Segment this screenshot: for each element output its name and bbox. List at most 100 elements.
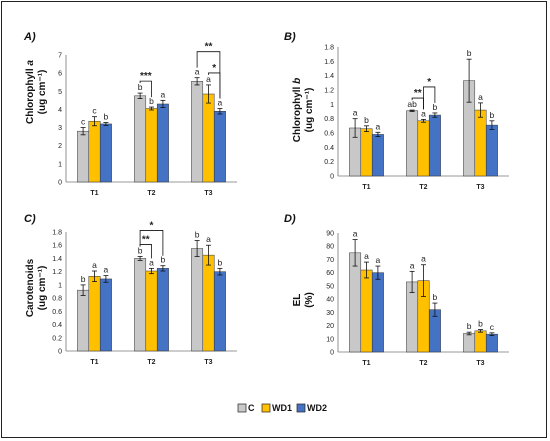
y-tick-label: 0.6 [324, 131, 334, 138]
bar-c [134, 258, 147, 352]
significance-letter: b [364, 115, 369, 125]
y-tick-label: 0.2 [324, 159, 334, 166]
x-category-label: T1 [362, 360, 370, 367]
bar-c [191, 248, 204, 352]
legend-swatch-wd1 [261, 403, 271, 413]
bar-wd1 [360, 128, 373, 177]
y-tick-label: 40 [326, 297, 334, 304]
bar-wd2 [485, 333, 498, 353]
significance-stars: * [150, 220, 154, 231]
y-tick-label: 1.4 [52, 256, 62, 263]
bar-c [463, 333, 476, 353]
panel-label: B) [284, 31, 296, 43]
significance-stars: * [212, 63, 216, 74]
y-tick-label: 1.6 [52, 243, 62, 250]
significance-letter: c [81, 117, 86, 127]
panel-label: A) [23, 31, 36, 43]
y-tick-label: 1.2 [52, 269, 62, 276]
significance-letter: b [149, 96, 154, 106]
y-tick-label: 1 [58, 161, 62, 168]
y-tick-label: 1 [330, 102, 334, 109]
y-tick-label: 6 [58, 71, 62, 78]
significance-stars: *** [140, 71, 152, 82]
bar-wd1 [145, 270, 158, 352]
significance-letter: b [104, 111, 109, 121]
y-tick-label: 1 [58, 282, 62, 289]
y-tick-label: 30 [326, 310, 334, 317]
significance-letter: b [138, 82, 143, 92]
significance-letter: b [467, 321, 472, 331]
legend: C WD1 WD2 [237, 403, 327, 413]
bar-wd2 [99, 278, 112, 352]
y-tick-label: 10 [326, 336, 334, 343]
y-tick-label: 1.4 [324, 73, 334, 80]
chart-panel-3: C) Carotenoids (ug cm⁻¹) 0 0.2 0.4 0.6 0.8 1 1.2 1… [24, 213, 237, 366]
x-category-label: T2 [419, 184, 427, 191]
y-tick-label: 1.2 [324, 88, 334, 95]
bar-wd2 [213, 110, 226, 183]
significance-letter: b [478, 319, 483, 329]
significance-letter: a [421, 254, 426, 264]
significance-letter: b [138, 245, 143, 255]
y-axis-title: Chlorophyll b [292, 78, 303, 142]
x-category-label: T3 [204, 190, 212, 197]
x-category-label: T2 [147, 190, 155, 197]
bar-wd2 [371, 272, 384, 353]
y-tick-label: 0.2 [52, 335, 62, 342]
significance-bracket [139, 80, 152, 98]
panel-label: D) [284, 213, 296, 225]
legend-swatch-c [237, 403, 247, 413]
significance-letter: b [81, 274, 86, 284]
significance-letter: a [92, 260, 97, 270]
significance-stars: * [427, 77, 431, 88]
bar-c [191, 81, 204, 183]
x-category-label: T1 [90, 190, 98, 197]
legend-swatch-wd2 [296, 403, 306, 413]
significance-bracket [139, 230, 164, 256]
y-tick-label: 1.8 [324, 45, 334, 52]
chart-panel-2: B) Chlorophyll b(ug cm⁻¹) 0 0.2 0.4 0.6 0.8 1 1.… [284, 31, 509, 191]
significance-letter: a [218, 98, 223, 108]
bar-wd2 [485, 124, 498, 177]
bar-wd2 [156, 268, 169, 352]
significance-stars: ** [205, 42, 213, 53]
y-tick-label: 0.4 [52, 322, 62, 329]
significance-letter: b [161, 255, 166, 265]
bar-wd1 [202, 93, 215, 183]
y-tick-label: 0.6 [52, 309, 62, 316]
significance-letter: a [410, 260, 415, 270]
bar-wd2 [213, 271, 226, 352]
significance-letter: a [104, 265, 109, 275]
x-category-label: T3 [476, 184, 484, 191]
legend-label-c: C [248, 403, 255, 413]
significance-stars: ** [414, 88, 422, 99]
significance-letter: c [92, 106, 97, 116]
bar-c [134, 95, 147, 183]
significance-letter: ab [407, 99, 417, 109]
chart-panel-1: A)Chlorophyll a(ug cm⁻¹)01234567T1ccbT2b… [23, 31, 237, 197]
significance-letter: c [490, 322, 495, 332]
legend-label-wd2: WD2 [307, 403, 327, 413]
bar-c [77, 289, 90, 352]
significance-stars: ** [142, 234, 150, 245]
significance-letter: b [195, 230, 200, 240]
significance-letter: b [467, 48, 472, 58]
bar-wd1 [360, 269, 373, 353]
y-tick-label: 7 [58, 53, 62, 60]
x-category-label: T2 [419, 360, 427, 367]
significance-letter: b [433, 102, 438, 112]
y-tick-label: 0 [58, 349, 62, 356]
y-axis-title: Chlorophyll a [25, 60, 36, 124]
y-tick-label: 50 [326, 283, 334, 290]
significance-letter: a [353, 229, 358, 239]
significance-letter: a [376, 255, 381, 265]
significance-letter: a [149, 257, 154, 267]
significance-letter: b [218, 257, 223, 267]
y-tick-label: 0.8 [324, 116, 334, 123]
y-tick-label: 80 [326, 244, 334, 251]
y-tick-label: 2 [58, 143, 62, 150]
y-axis-unit: (ug cm⁻¹) [304, 88, 315, 133]
